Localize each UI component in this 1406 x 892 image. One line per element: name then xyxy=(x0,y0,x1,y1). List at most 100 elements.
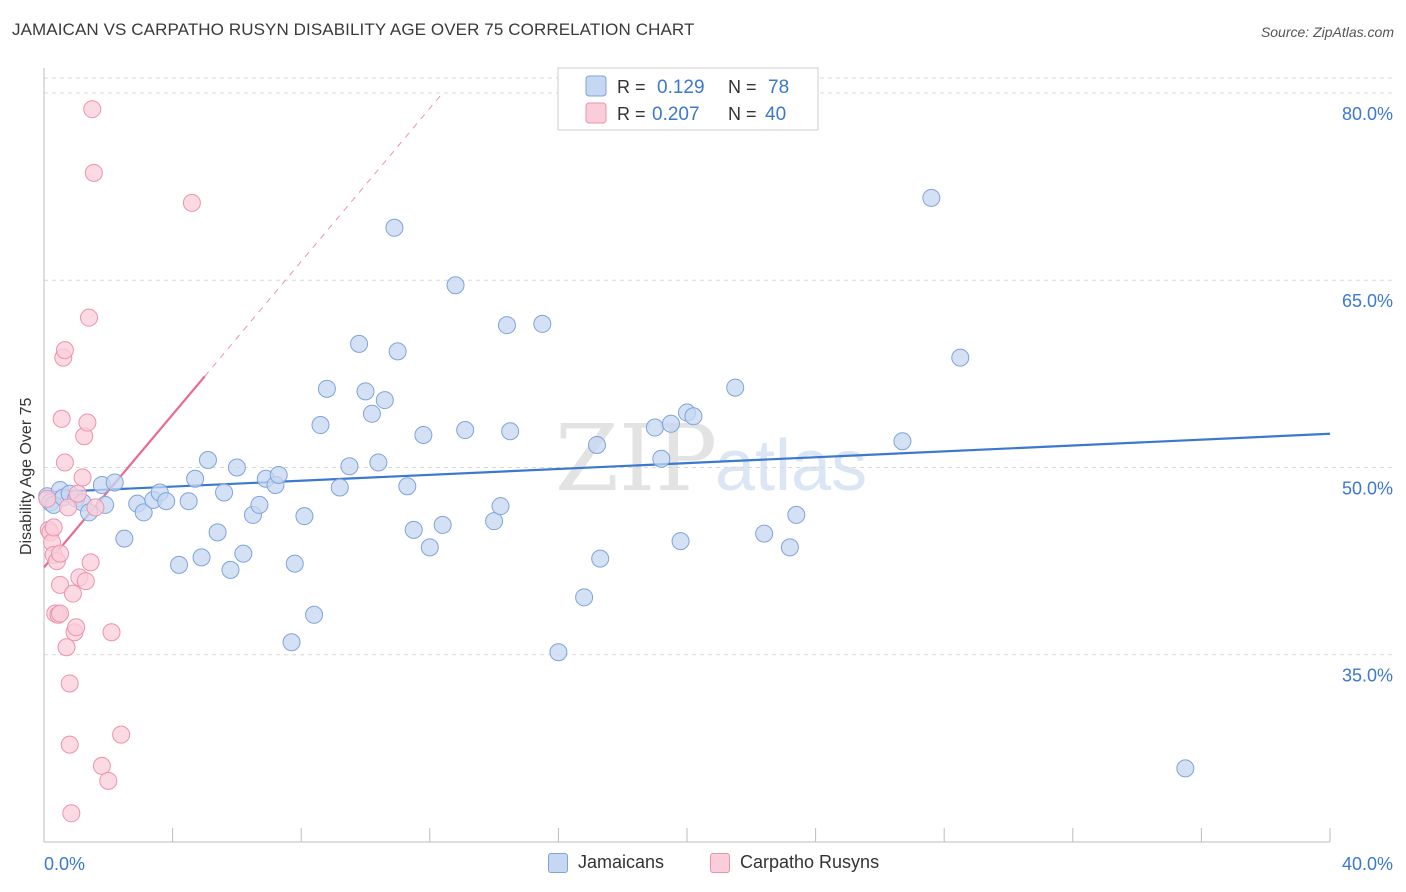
data-point-carpatho-rusyns xyxy=(80,308,99,327)
data-point-carpatho-rusyns xyxy=(102,623,121,642)
legend-label-carpatho-rusyns: Carpatho Rusyns xyxy=(740,852,880,872)
legend-item-carpatho-rusyns: Carpatho Rusyns xyxy=(710,852,879,873)
data-point-carpatho-rusyns xyxy=(60,735,79,754)
data-point-jamaicans xyxy=(115,529,134,548)
data-point-jamaicans xyxy=(414,426,433,445)
data-point-jamaicans xyxy=(1176,759,1195,778)
data-point-carpatho-rusyns xyxy=(51,604,70,623)
data-point-jamaicans xyxy=(575,588,594,607)
data-point-jamaicans xyxy=(780,538,799,557)
data-point-jamaicans xyxy=(215,483,234,502)
data-point-jamaicans xyxy=(250,495,269,514)
series-carpatho-rusyns xyxy=(38,100,201,823)
x-ticks xyxy=(43,828,1331,842)
data-point-jamaicans xyxy=(787,505,806,524)
stats-n-value-blue: 78 xyxy=(768,77,789,98)
data-point-carpatho-rusyns xyxy=(55,453,74,472)
data-point-jamaicans xyxy=(404,520,423,539)
legend-label-jamaicans: Jamaicans xyxy=(578,852,665,872)
data-point-carpatho-rusyns xyxy=(67,618,86,637)
data-point-carpatho-rusyns xyxy=(62,804,81,823)
x-tick-label-max: 40.0% xyxy=(1342,854,1393,874)
x-tick-labels: 0.0% 40.0% xyxy=(44,854,1393,874)
data-point-carpatho-rusyns xyxy=(59,498,78,517)
data-point-jamaicans xyxy=(186,469,205,488)
data-point-jamaicans xyxy=(671,532,690,551)
y-tick-label: 50.0% xyxy=(1342,478,1393,498)
stats-swatch-blue xyxy=(585,75,607,97)
stats-r-label-pink: R = xyxy=(617,104,646,124)
data-point-carpatho-rusyns xyxy=(76,572,95,591)
data-point-jamaicans xyxy=(497,316,516,335)
data-point-jamaicans xyxy=(587,436,606,455)
data-point-jamaicans xyxy=(755,524,774,543)
data-point-jamaicans xyxy=(388,342,407,361)
stats-r-value-blue: 0.129 xyxy=(657,77,705,98)
data-point-carpatho-rusyns xyxy=(55,341,74,360)
chart-title: JAMAICAN VS CARPATHO RUSYN DISABILITY AG… xyxy=(12,20,695,39)
data-point-jamaicans xyxy=(726,378,745,397)
data-point-jamaicans xyxy=(369,453,388,472)
data-point-carpatho-rusyns xyxy=(112,725,131,744)
data-point-jamaicans xyxy=(356,382,375,401)
watermark-atlas: atlas xyxy=(715,426,867,506)
y-tick-label: 35.0% xyxy=(1342,666,1393,686)
data-point-carpatho-rusyns xyxy=(52,409,71,428)
legend-swatch-carpatho-rusyns xyxy=(710,852,730,873)
y-tick-label: 80.0% xyxy=(1342,104,1393,124)
data-point-jamaicans xyxy=(330,478,349,497)
data-point-carpatho-rusyns xyxy=(182,193,201,212)
data-point-jamaicans xyxy=(549,643,568,662)
stats-n-label-pink: N = xyxy=(728,104,757,124)
data-point-carpatho-rusyns xyxy=(99,771,118,790)
data-point-jamaicans xyxy=(317,379,336,398)
data-point-jamaicans xyxy=(375,391,394,410)
data-point-jamaicans xyxy=(311,416,330,435)
data-point-carpatho-rusyns xyxy=(51,544,70,563)
data-point-jamaicans xyxy=(134,503,153,522)
stats-swatch-pink xyxy=(585,102,607,124)
trend-line-carpatho-rusyns xyxy=(43,375,206,569)
y-axis-label: Disability Age Over 75 xyxy=(18,397,35,555)
data-point-jamaicans xyxy=(227,458,246,477)
x-tick-label-min: 0.0% xyxy=(44,854,85,874)
watermark: ZIP atlas xyxy=(555,405,867,512)
data-point-jamaicans xyxy=(485,512,504,531)
data-point-jamaicans xyxy=(362,404,381,423)
data-point-jamaicans xyxy=(501,422,520,441)
data-point-jamaicans xyxy=(922,188,941,207)
y-tick-label: 65.0% xyxy=(1342,291,1393,311)
data-point-jamaicans xyxy=(305,605,324,624)
data-point-jamaicans xyxy=(591,549,610,568)
data-point-carpatho-rusyns xyxy=(78,413,97,432)
data-point-carpatho-rusyns xyxy=(86,498,105,517)
grid xyxy=(44,77,1394,656)
series-jamaicans xyxy=(38,188,1195,778)
data-point-jamaicans xyxy=(208,523,227,542)
data-point-jamaicans xyxy=(456,421,475,440)
data-point-jamaicans xyxy=(198,450,217,469)
source-label: Source: ZipAtlas.com xyxy=(1260,24,1394,40)
data-point-carpatho-rusyns xyxy=(81,553,100,572)
data-point-jamaicans xyxy=(533,314,552,333)
data-point-jamaicans xyxy=(170,555,189,574)
data-point-carpatho-rusyns xyxy=(57,638,76,657)
legend-item-jamaicans: Jamaicans xyxy=(548,852,664,873)
data-point-carpatho-rusyns xyxy=(60,674,79,693)
data-point-jamaicans xyxy=(385,218,404,237)
data-point-jamaicans xyxy=(684,407,703,426)
data-point-carpatho-rusyns xyxy=(44,518,63,537)
data-point-jamaicans xyxy=(340,457,359,476)
data-point-jamaicans xyxy=(446,276,465,295)
stats-n-label-blue: N = xyxy=(728,77,757,97)
data-point-jamaicans xyxy=(491,497,510,516)
data-point-jamaicans xyxy=(295,507,314,526)
data-point-jamaicans xyxy=(652,449,671,468)
stats-legend: R = 0.129 N = 78 R = 0.207 N = 40 xyxy=(557,67,819,131)
data-point-carpatho-rusyns xyxy=(68,484,87,503)
data-point-jamaicans xyxy=(234,544,253,563)
data-point-jamaicans xyxy=(221,560,240,579)
data-point-jamaicans xyxy=(179,492,198,511)
trend-extension-carpatho-rusyns xyxy=(204,92,444,377)
